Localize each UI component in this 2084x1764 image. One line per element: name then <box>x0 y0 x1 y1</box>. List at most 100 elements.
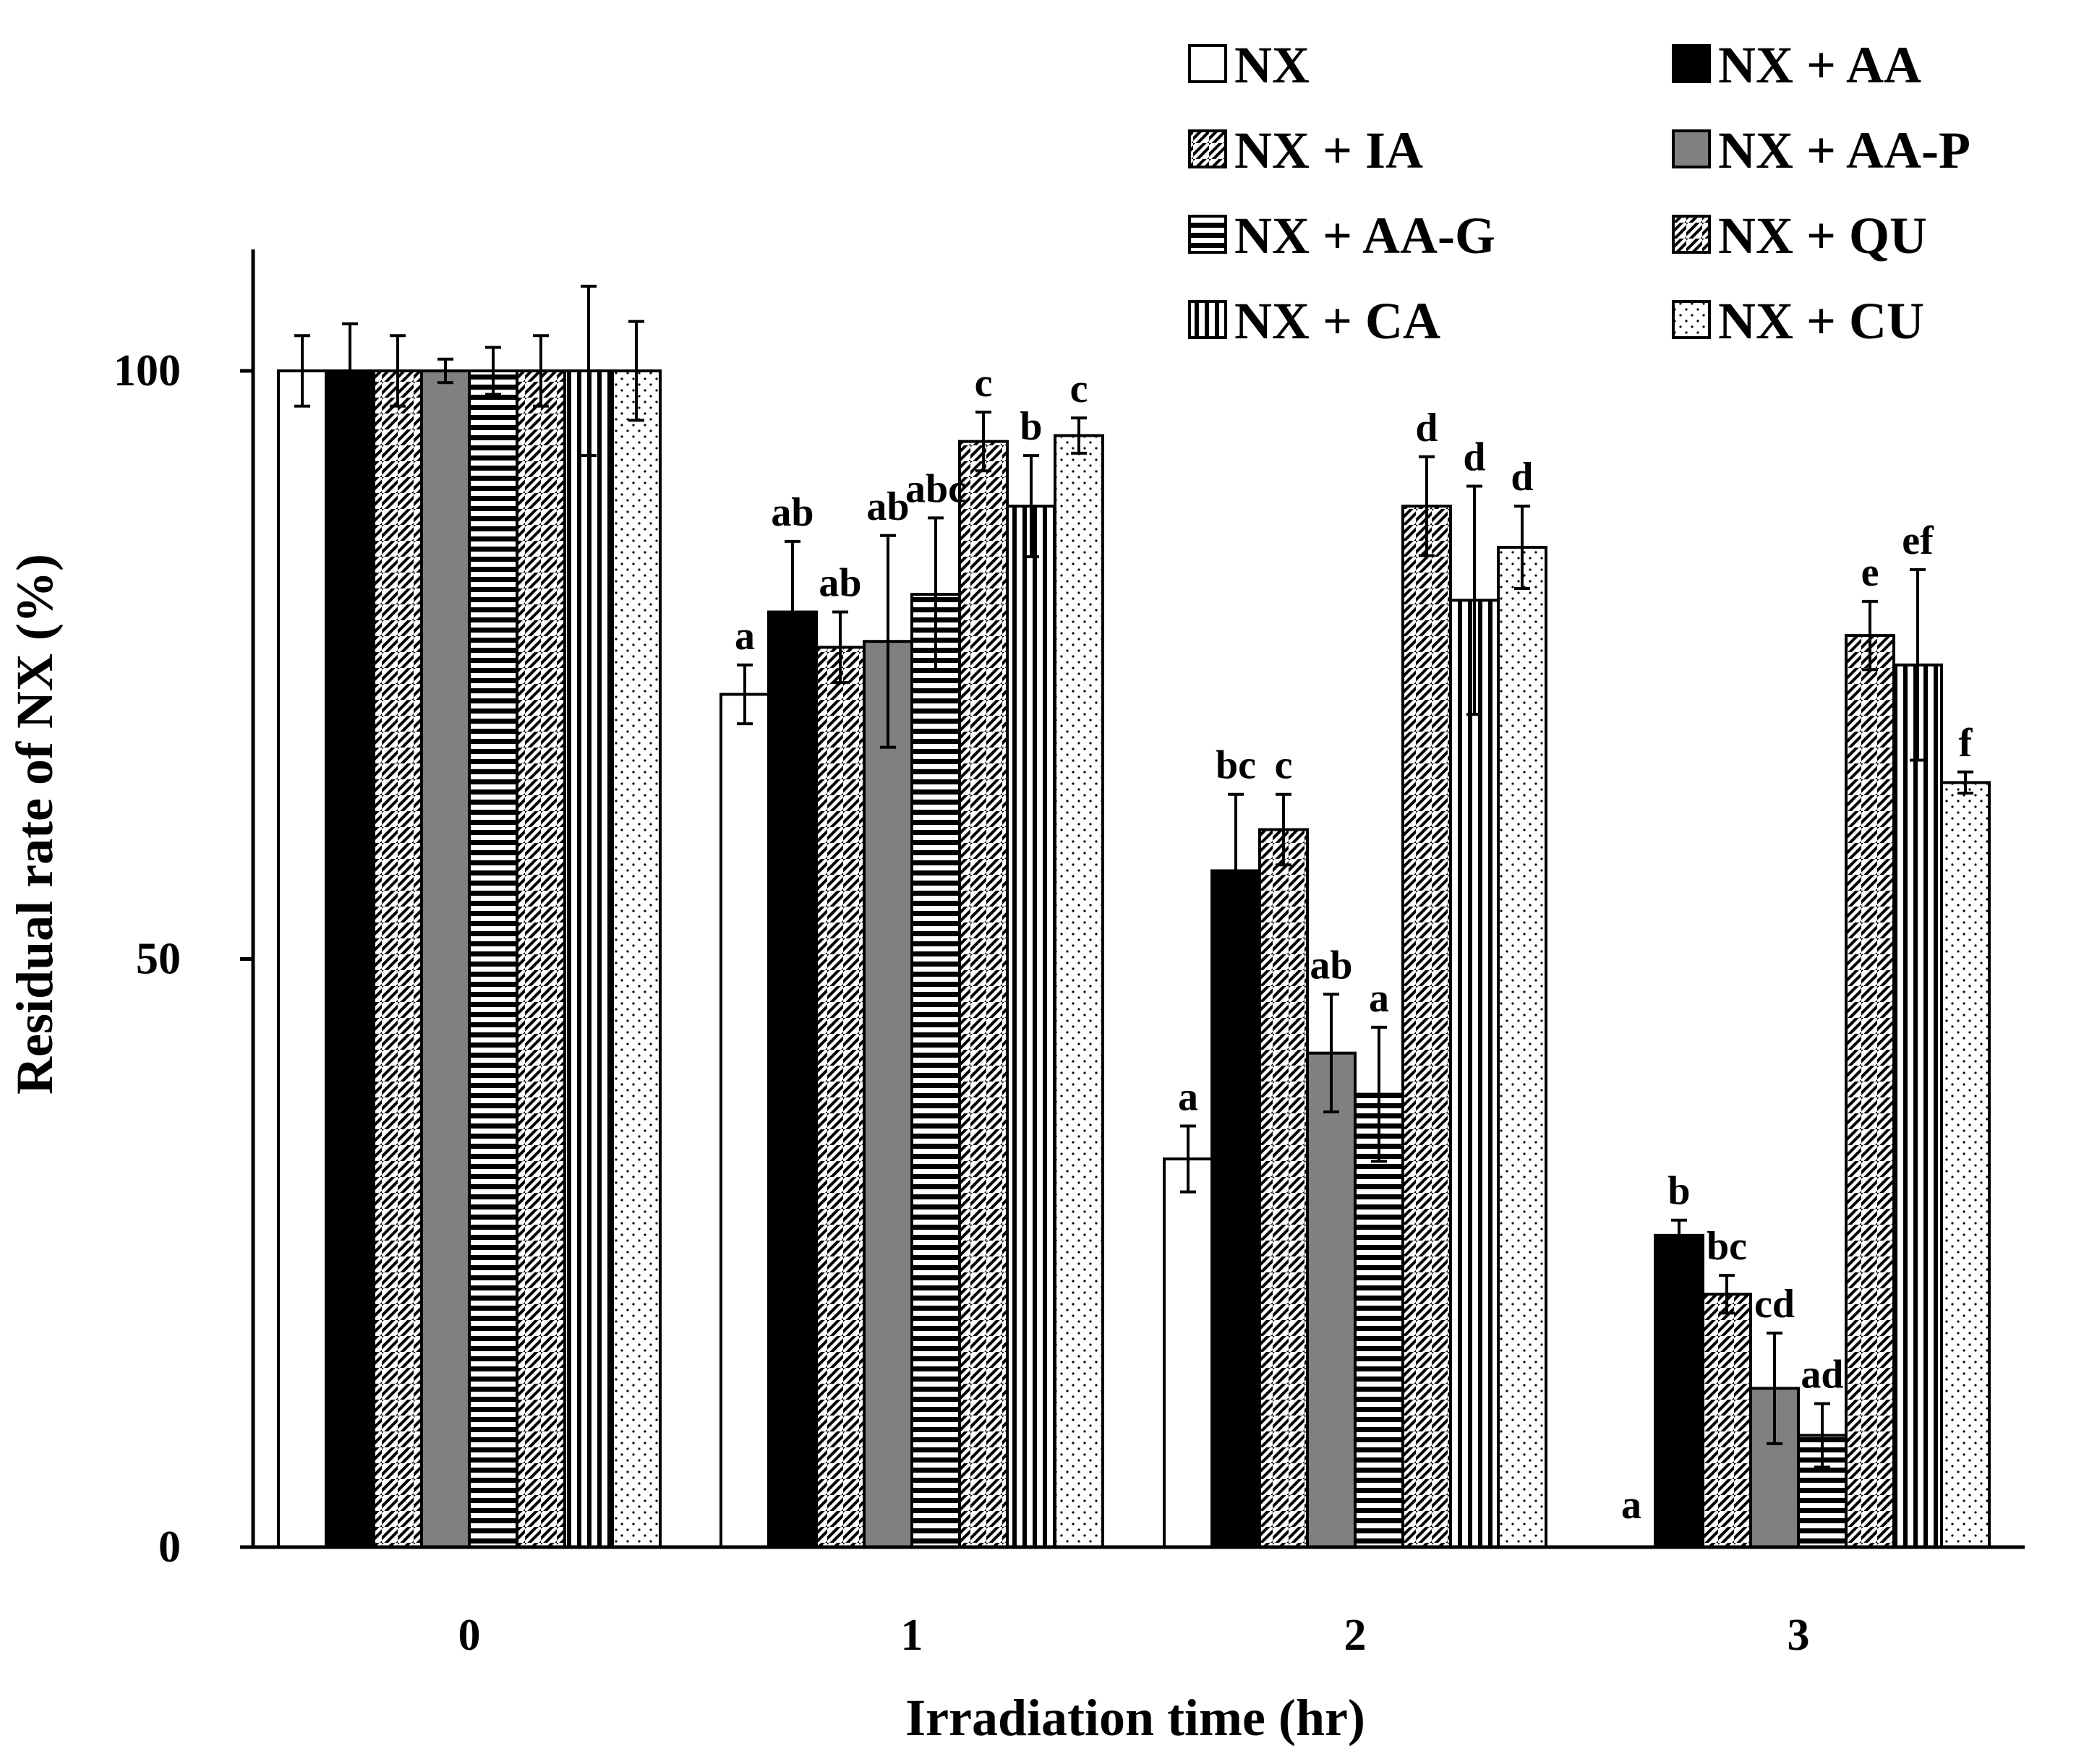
x-axis-tick-labels: 0 1 2 3 <box>458 1611 1810 1660</box>
bar-nx-aa-p-t1 <box>863 640 913 1549</box>
legend-swatch <box>1188 215 1227 254</box>
error-bar-nx-cu-t0 <box>628 320 644 422</box>
significance-label: bc <box>1707 1224 1747 1269</box>
error-bar-nx-ca-t0 <box>581 284 597 458</box>
error-bar-nx-t2 <box>1180 1124 1196 1194</box>
bar-nx-t0 <box>277 369 328 1549</box>
bar-nx-t2 <box>1163 1157 1213 1549</box>
error-bar-nx-aa-t2 <box>1228 792 1244 949</box>
error-bar-nx-t0 <box>294 334 310 408</box>
bar-nx-ca-t1 <box>1006 505 1056 1549</box>
error-bar-nx-ia-t0 <box>390 334 406 408</box>
bar-nx-aa-t2 <box>1210 869 1261 1549</box>
significance-label: b <box>1667 1169 1690 1214</box>
bar-nx-qu-t0 <box>516 369 566 1549</box>
significance-label: a <box>1178 1075 1198 1120</box>
bar-nx-aa-t3 <box>1654 1233 1704 1549</box>
error-bar-nx-qu-t0 <box>533 334 549 408</box>
bar-nx-aa-p-t0 <box>420 369 471 1549</box>
significance-label: c <box>1070 367 1088 411</box>
significance-label: b <box>1020 404 1042 449</box>
significance-label: d <box>1415 406 1438 450</box>
legend-item-nx-ia: NX + IA <box>1188 121 1423 179</box>
bar-nx-cu-t2 <box>1497 546 1547 1549</box>
legend-swatch <box>1672 44 1711 83</box>
significance-label: ef <box>1902 518 1934 563</box>
bar-nx-ia-t1 <box>815 646 866 1549</box>
legend-item-nx-aa-g: NX + AA-G <box>1188 207 1495 265</box>
error-bar-nx-aa-g-t3 <box>1814 1402 1830 1469</box>
x-tick-label: 1 <box>901 1611 923 1660</box>
legend-swatch <box>1188 129 1227 168</box>
bar-nx-aa-g-t0 <box>468 369 518 1549</box>
x-axis-title: Irradiation time (hr) <box>905 1689 1365 1747</box>
error-bar-nx-ca-t2 <box>1466 484 1482 716</box>
error-bar-nx-qu-t2 <box>1419 455 1435 557</box>
bars-layer <box>277 369 1991 1549</box>
x-tick-label: 3 <box>1788 1611 1810 1660</box>
error-bar-nx-qu-t1 <box>975 410 991 473</box>
y-tick-label: 50 <box>136 935 181 984</box>
error-bar-nx-cu-t2 <box>1514 505 1530 590</box>
significance-label: bc <box>1216 743 1256 788</box>
error-bar-nx-aa-p-t0 <box>437 357 453 385</box>
error-bar-nx-ca-t1 <box>1023 454 1039 559</box>
significance-label: d <box>1463 434 1485 479</box>
significance-label: ab <box>866 484 909 529</box>
bar-nx-ca-t3 <box>1892 663 1943 1549</box>
bar-nx-aa-g-t1 <box>910 593 961 1549</box>
significance-label: c <box>1275 743 1293 788</box>
legend-label: NX + CU <box>1718 292 1924 350</box>
significance-label: ab <box>1310 943 1352 988</box>
error-bar-nx-aa-g-t2 <box>1371 1025 1387 1163</box>
bar-nx-ca-t2 <box>1449 599 1500 1549</box>
bar-nx-aa-t0 <box>325 369 375 1549</box>
x-tick-label: 0 <box>458 1611 481 1660</box>
error-bar-nx-cu-t1 <box>1071 416 1087 455</box>
legend-swatch <box>1672 215 1711 254</box>
bar-nx-ia-t2 <box>1258 828 1309 1549</box>
bar-nx-aa-t1 <box>767 610 818 1549</box>
y-axis-ticks: 0 50 100 <box>114 346 253 1572</box>
significance-label: a <box>1621 1483 1641 1528</box>
legend-label: NX + AA-G <box>1234 207 1495 265</box>
bar-nx-cu-t3 <box>1940 781 1991 1549</box>
significance-label: ab <box>771 490 813 535</box>
error-bar-nx-ia-t2 <box>1276 792 1291 867</box>
error-bar-nx-aa-t1 <box>785 539 800 685</box>
bar-nx-qu-t2 <box>1401 505 1452 1549</box>
significance-label: e <box>1861 550 1879 595</box>
legend-label: NX + CA <box>1234 292 1440 350</box>
legend-item-nx: NX <box>1188 36 1310 94</box>
error-bar-nx-aa-p-t1 <box>880 534 896 749</box>
error-bar-nx-aa-p-t3 <box>1767 1331 1782 1445</box>
legend-item-nx-cu: NX + CU <box>1672 292 1924 350</box>
significance-label: c <box>975 361 993 406</box>
error-bar-nx-aa-p-t2 <box>1323 993 1339 1114</box>
bar-nx-ia-t0 <box>372 369 423 1549</box>
legend-label: NX + IA <box>1234 121 1423 179</box>
significance-label: a <box>735 614 755 659</box>
x-tick-label: 2 <box>1344 1611 1367 1660</box>
legend-label: NX <box>1234 36 1310 94</box>
error-bar-nx-aa-t3 <box>1671 1218 1687 1252</box>
significance-label: cd <box>1754 1282 1795 1327</box>
error-bar-nx-ia-t3 <box>1719 1274 1735 1315</box>
bar-nx-qu-t3 <box>1845 634 1895 1549</box>
legend-swatch <box>1188 300 1227 339</box>
legend-label: NX + AA <box>1718 36 1921 94</box>
bar-nx-ia-t3 <box>1701 1293 1752 1549</box>
significance-label: f <box>1959 721 1973 766</box>
error-bar-nx-ia-t1 <box>832 610 848 685</box>
error-bar-nx-qu-t3 <box>1862 599 1878 672</box>
bar-nx-aa-p-t2 <box>1306 1051 1357 1549</box>
y-axis-title: Residual rate of NX (%) <box>6 554 64 1095</box>
legend-item-nx-qu: NX + QU <box>1672 207 1927 265</box>
error-bar-nx-ca-t3 <box>1910 568 1926 762</box>
bar-nx-ca-t0 <box>563 369 614 1549</box>
legend-swatch <box>1188 44 1227 83</box>
significance-label: abc <box>905 466 966 511</box>
error-bar-nx-aa-t0 <box>342 322 358 420</box>
